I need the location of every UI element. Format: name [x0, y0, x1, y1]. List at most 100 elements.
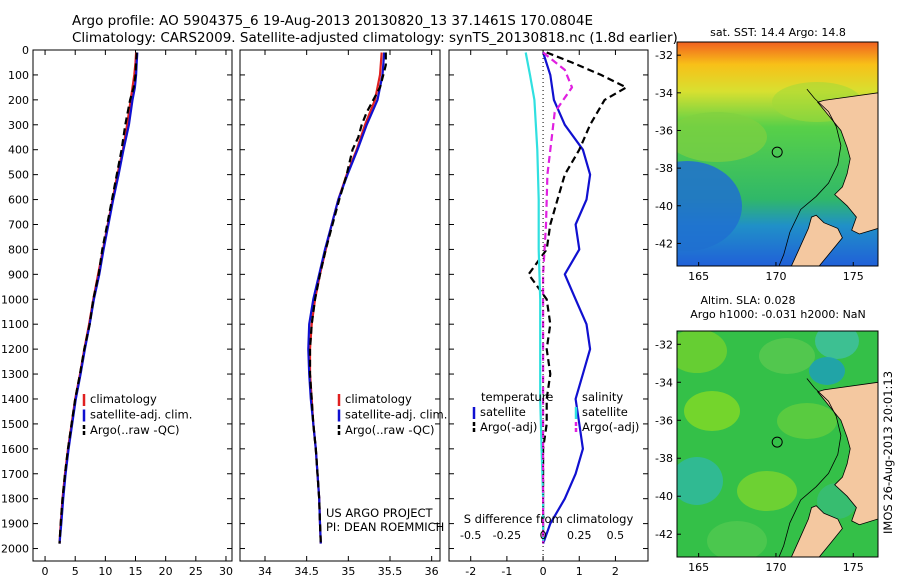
- axes-frame: [239, 49, 441, 562]
- y-tick-label: 1400: [1, 393, 29, 406]
- series-line-argo-raw-qc-: [308, 52, 387, 544]
- map-title: sat. SST: 14.4 Argo: 14.8: [710, 26, 846, 39]
- map-image: [677, 331, 878, 557]
- y-tick-label: 100: [8, 69, 29, 82]
- legend-entry: Argo(..raw -QC): [90, 423, 180, 437]
- series-line-argo-raw-qc-: [58, 52, 138, 544]
- panel-differences: -2-1012T difference from climatology-0.5…: [448, 49, 649, 580]
- s-tick-label: -0.25: [493, 529, 521, 542]
- land-north-island: [817, 381, 878, 526]
- sla-anomaly: [677, 331, 727, 373]
- series-line-satellite: [542, 52, 592, 544]
- x-tick-label: 10: [98, 565, 112, 578]
- y-tick-label: 900: [8, 268, 29, 281]
- x-tick-label: -1: [501, 565, 512, 578]
- x-tick-label: 170: [765, 561, 786, 574]
- x-tick-label: 35.5: [378, 565, 403, 578]
- sla-anomaly: [677, 457, 723, 505]
- y-tick-label: 2000: [1, 543, 29, 556]
- annotation-line: US ARGO PROJECT: [326, 506, 434, 520]
- argo-position-marker: [771, 436, 783, 448]
- sst-cold-patch: [677, 161, 742, 251]
- s-tick-label: 0: [540, 529, 547, 542]
- y-tick-label: -38: [655, 452, 673, 465]
- x-tick-label: 25: [189, 565, 203, 578]
- series-line-argo-adj-: [527, 51, 628, 544]
- sla-anomaly: [684, 391, 740, 431]
- legend-entry: climatology: [345, 392, 412, 406]
- timestamp-label: IMOS 26-Aug-2013 20:01:13: [881, 371, 895, 534]
- y-tick-label: 500: [8, 169, 29, 182]
- s-axis-label: S difference from climatology: [464, 512, 634, 526]
- y-tick-label: -38: [655, 162, 673, 175]
- sla-anomaly: [759, 338, 815, 374]
- axes-frame: [32, 49, 233, 562]
- map-title: Altim. SLA: 0.028: [700, 294, 795, 307]
- panel-sla_map: 165 170 175 -32 -34 -36 -38 -40 -42 Altim. SLA: 0…: [655, 294, 879, 574]
- y-tick-label: -32: [655, 49, 673, 62]
- x-tick-label: 34.5: [294, 565, 319, 578]
- x-tick-label: 35: [341, 565, 355, 578]
- land-south-island: [790, 214, 843, 266]
- map-frame: [676, 330, 879, 558]
- figure-title-line1: Argo profile: AO 5904375_6 19-Aug-2013 2…: [72, 13, 594, 29]
- axes-frame: [448, 49, 649, 562]
- x-tick-label: 5: [72, 565, 79, 578]
- x-tick-label: 34: [258, 565, 272, 578]
- sst-patch: [677, 112, 767, 162]
- x-tick-label: 30: [219, 565, 233, 578]
- isobath-contour: [778, 88, 842, 266]
- y-tick-label: -34: [655, 376, 673, 389]
- map-subtitle: Argo h1000: -0.031 h2000: NaN: [690, 308, 866, 321]
- y-tick-label: 200: [8, 94, 29, 107]
- legend-entry: satellite: [480, 405, 526, 419]
- y-tick-label: 1100: [1, 318, 29, 331]
- x-tick-label: 15: [129, 565, 143, 578]
- series-line-satellite-adj-clim-: [307, 52, 386, 544]
- x-tick-label: 0: [540, 565, 547, 578]
- x-tick-label: 0: [42, 565, 49, 578]
- legend-entry: satellite-adj. clim.: [90, 408, 192, 422]
- legend-title: temperature: [481, 390, 553, 404]
- legend-entry: satellite-adj. clim.: [345, 408, 447, 422]
- x-tick-label: 2: [612, 565, 619, 578]
- y-tick-label: -42: [655, 528, 673, 541]
- s-tick-label: 0.5: [607, 529, 625, 542]
- annotation-line: PI: DEAN ROEMMICH: [326, 520, 444, 534]
- x-tick-label: 20: [159, 565, 173, 578]
- y-tick-label: -40: [655, 490, 673, 503]
- x-tick-label: 175: [843, 561, 864, 574]
- y-tick-label: 1600: [1, 443, 29, 456]
- x-tick-label: 1: [576, 565, 583, 578]
- panel-sst_map: 165 170 175 -32 -34 -36 -38 -40 -42 sat. SST: 14.…: [655, 26, 879, 283]
- y-tick-label: 1000: [1, 293, 29, 306]
- y-tick-label: -36: [655, 124, 673, 137]
- y-tick-label: 800: [8, 243, 29, 256]
- y-tick-label: 700: [8, 218, 29, 231]
- series-line-satellite: [524, 52, 545, 544]
- x-tick-label: 165: [688, 561, 709, 574]
- y-tick-label: 1200: [1, 343, 29, 356]
- legend-entry: Argo(-adj): [582, 420, 639, 434]
- y-tick-label: -36: [655, 414, 673, 427]
- argo-position-marker: [771, 146, 783, 158]
- y-tick-label: 600: [8, 194, 29, 207]
- x-tick-label: 36: [425, 565, 439, 578]
- panel-temperature: 0 5 10 15 20 25 300100200300400500600700800900…: [1, 44, 233, 580]
- y-tick-label: 400: [8, 144, 29, 157]
- map-frame: [676, 41, 879, 267]
- y-tick-label: -40: [655, 200, 673, 213]
- s-tick-label: -0.5: [460, 529, 481, 542]
- series-line-argo-adj-: [541, 51, 574, 544]
- panel-salinity: 3434.53535.536salinityclimatologysatelli…: [239, 49, 447, 580]
- series-line-satellite-adj-clim-: [58, 52, 139, 544]
- sla-anomaly: [707, 521, 767, 557]
- figure-title-line2: Climatology: CARS2009. Satellite-adjuste…: [72, 30, 678, 46]
- series-line-climatology: [58, 52, 138, 544]
- sla-anomaly: [737, 471, 797, 511]
- x-tick-label: 170: [765, 270, 786, 283]
- x-tick-label: -2: [465, 565, 476, 578]
- isobath-contour: [778, 378, 842, 557]
- x-tick-label: 175: [843, 270, 864, 283]
